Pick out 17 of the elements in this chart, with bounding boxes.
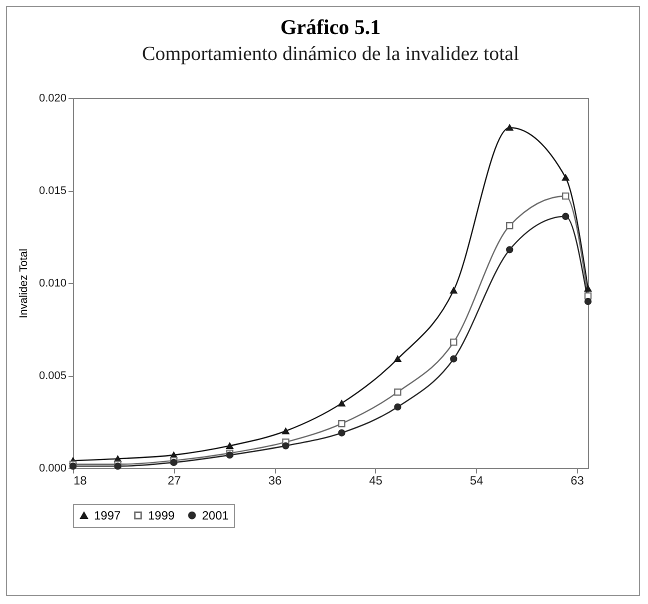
x-tick-label: 63 <box>570 474 584 488</box>
y-axis-title: Invalidez Total <box>18 248 30 318</box>
x-tick-label: 27 <box>168 474 182 488</box>
legend-label: 1997 <box>94 508 122 522</box>
chart-title: Gráfico 5.1 <box>280 15 381 39</box>
x-tick-label: 54 <box>470 474 484 488</box>
y-tick-label: 0.015 <box>38 185 66 197</box>
legend-label: 2001 <box>202 508 230 522</box>
y-tick-label: 0.000 <box>38 462 66 474</box>
y-tick-label: 0.020 <box>38 92 66 104</box>
chart-subtitle: Comportamiento dinámico de la invalidez total <box>142 43 520 65</box>
x-tick-label: 45 <box>369 474 383 488</box>
y-tick-label: 0.005 <box>38 370 66 382</box>
y-tick-label: 0.010 <box>38 278 66 290</box>
x-tick-label: 36 <box>268 474 282 488</box>
legend-label: 1999 <box>148 508 176 522</box>
x-tick-label: 18 <box>74 474 88 488</box>
